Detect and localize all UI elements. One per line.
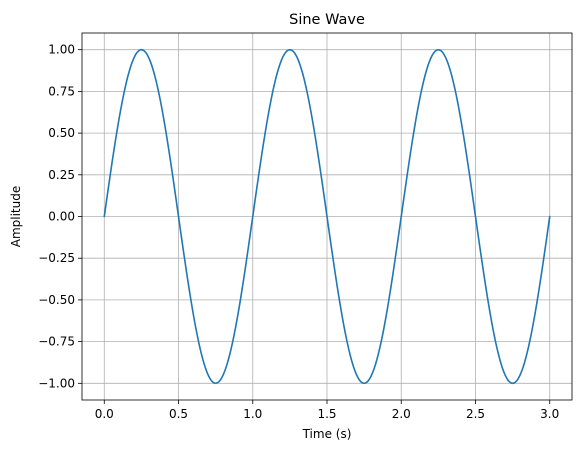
y-tick-label: 1.00 xyxy=(48,43,75,57)
series-layer xyxy=(103,48,551,385)
y-tick-label: 0.00 xyxy=(48,210,75,224)
x-tick-label: 0.0 xyxy=(95,407,114,421)
x-tick-label: 1.5 xyxy=(317,407,336,421)
x-tick-label: 1.0 xyxy=(243,407,262,421)
ticks: 0.0 0.5 1.0 1.5 2.0 2.5 3.0 −1.00 −0.75 −0.50 −0.2… xyxy=(38,43,559,421)
y-tick-label: −0.75 xyxy=(38,335,75,349)
y-tick-label: −0.50 xyxy=(38,293,75,307)
x-tick-label: 3.0 xyxy=(540,407,559,421)
y-tick-label: 0.50 xyxy=(48,126,75,140)
y-tick-label: −1.00 xyxy=(38,376,75,390)
y-tick-label: 0.75 xyxy=(48,84,75,98)
x-tick-label: 2.5 xyxy=(466,407,485,421)
x-tick-label: 0.5 xyxy=(169,407,188,421)
x-axis-label: Time (s) xyxy=(302,427,352,441)
chart-title: Sine Wave xyxy=(289,12,365,28)
y-axis-label: Amplitude xyxy=(9,186,23,248)
x-tick-label: 2.0 xyxy=(392,407,411,421)
y-tick-label: 0.25 xyxy=(48,168,75,182)
y-tick-label: −0.25 xyxy=(38,251,75,265)
sine-series-line xyxy=(103,48,551,385)
